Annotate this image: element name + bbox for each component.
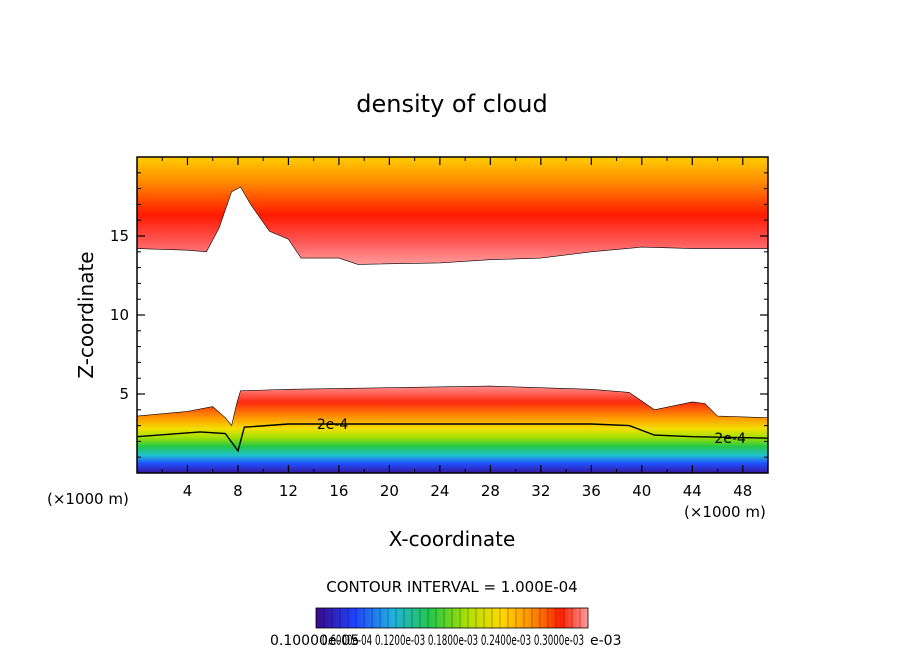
x-tick-label: 20 (380, 482, 399, 500)
contour-labels: 2e-4 2e-4 (317, 417, 746, 447)
x-tick-label: 28 (481, 482, 500, 500)
x-axis-ticks: 4 8 12 16 20 24 28 32 36 40 44 48 (161, 157, 752, 500)
chart-title: density of cloud (356, 90, 547, 118)
x-tick-label: 40 (632, 482, 651, 500)
upper-layer-outline (137, 186, 768, 265)
x-tick-label: 24 (430, 482, 449, 500)
x-tick-label: 4 (183, 482, 193, 500)
x-tick-label: 44 (683, 482, 702, 500)
upper-cloud-layer (137, 157, 768, 265)
x-axis-label: X-coordinate (389, 527, 516, 551)
x-tick-label: 48 (733, 482, 752, 500)
y-tick-label: 10 (110, 306, 129, 324)
x-unit-left: (×1000 m) (47, 490, 129, 508)
lower-cloud-layer (137, 386, 768, 473)
contour-label: 2e-4 (317, 417, 349, 433)
colorbar-min-label: 0.10000e-05 (270, 633, 359, 649)
x-tick-label: 16 (329, 482, 348, 500)
colorbar-overlap-labels: 0.6000e-04 0.1200e-03 0.1800e-03 0.2400e… (322, 633, 584, 649)
x-tick-label: 12 (279, 482, 298, 500)
x-tick-label: 36 (582, 482, 601, 500)
x-unit-right: (×1000 m) (684, 503, 766, 521)
contour-label: 2e-4 (714, 431, 746, 447)
y-axis-label: Z-coordinate (74, 251, 98, 378)
colorbar-ticks (323, 608, 581, 628)
colorbar-max-label: e-03 (590, 633, 621, 649)
lower-layer-outline (137, 385, 768, 427)
y-tick-label: 5 (119, 385, 129, 403)
contour-interval-text: CONTOUR INTERVAL = 1.000E-04 (326, 578, 577, 596)
y-tick-label: 15 (110, 227, 129, 245)
contour-line-2e-4 (137, 423, 768, 453)
y-axis-ticks: 5 10 15 (110, 172, 768, 458)
x-tick-label: 8 (233, 482, 243, 500)
plot-area: 2e-4 2e-4 (137, 157, 768, 473)
x-tick-label: 32 (531, 482, 550, 500)
colorbar (315, 607, 589, 629)
colorbar-frame (315, 607, 589, 629)
